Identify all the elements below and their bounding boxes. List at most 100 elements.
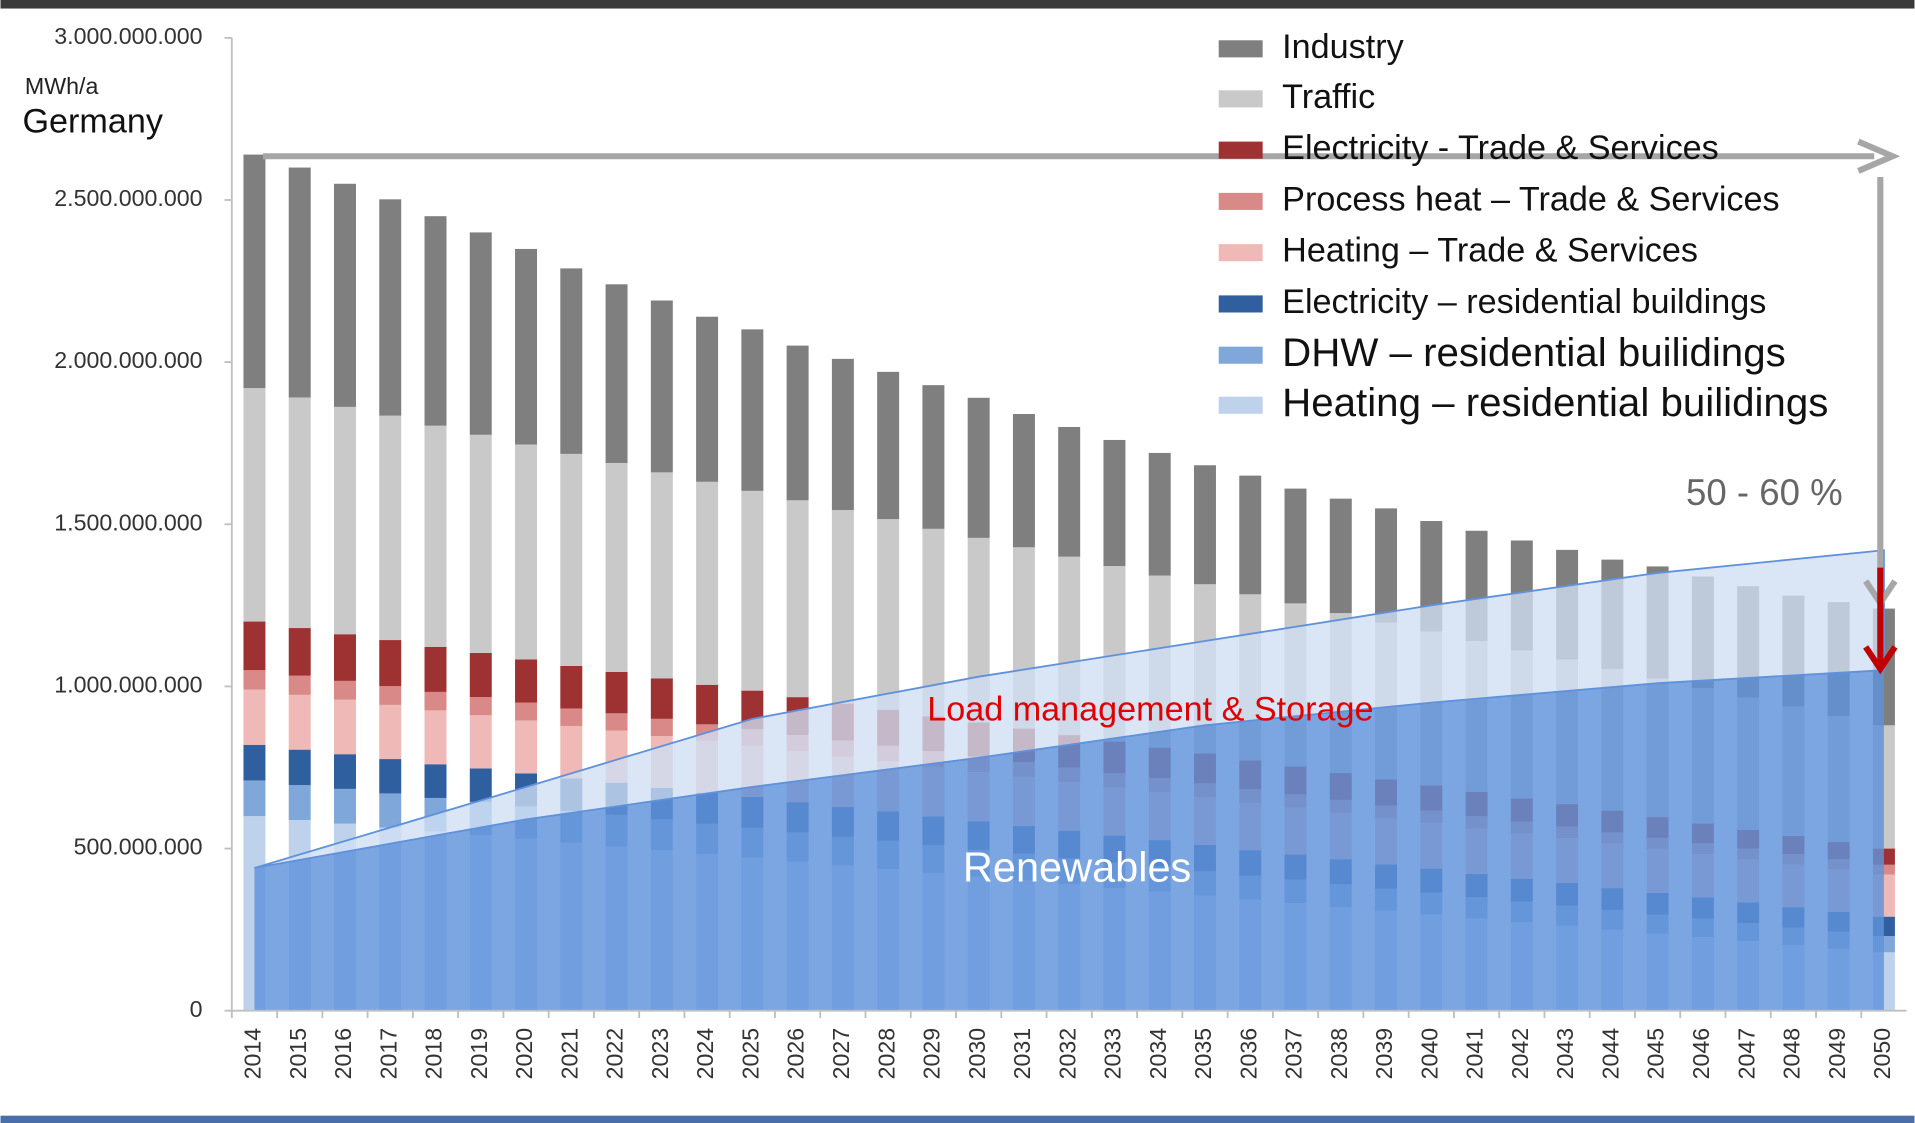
bar-segment — [333, 183, 356, 407]
legend-swatch — [1218, 90, 1263, 108]
bar-segment — [333, 680, 356, 700]
bar-segment — [1284, 488, 1307, 604]
legend-label: Traffic — [1282, 78, 1375, 116]
bar-segment — [243, 689, 266, 745]
annotation: 50 - 60 % — [1686, 472, 1843, 513]
x-tick-label: 2038 — [1326, 1028, 1352, 1080]
legend-swatch — [1218, 40, 1263, 58]
unit-label: MWh/a — [25, 73, 99, 99]
bar-segment — [469, 715, 492, 769]
bar-segment — [333, 788, 356, 824]
axes: 0 500.000.000 1.000.000.000 1.500.000.000 2.… — [54, 23, 1907, 1080]
bar-segment — [333, 634, 356, 681]
bar-segment — [243, 744, 266, 781]
x-tick-label: 2041 — [1462, 1028, 1488, 1080]
x-tick-label: 2017 — [375, 1028, 401, 1080]
bar-segment — [243, 154, 266, 389]
bar-segment — [1012, 414, 1035, 548]
x-tick-label: 2030 — [964, 1028, 990, 1080]
bar-segment — [515, 702, 538, 721]
bar-segment — [243, 780, 266, 817]
bar-segment — [786, 345, 809, 501]
bar-segment — [288, 675, 311, 695]
bar-segment — [379, 686, 402, 705]
x-tick-label: 2050 — [1869, 1028, 1895, 1080]
bar-segment — [288, 784, 311, 821]
bar-segment — [424, 764, 447, 798]
x-tick-label: 2022 — [602, 1028, 628, 1080]
x-tick-label: 2033 — [1100, 1028, 1126, 1080]
bar-segment — [379, 793, 402, 828]
y-tick-label: 1.000.000.000 — [54, 672, 202, 698]
legend-label: Heating – residential builidings — [1282, 380, 1828, 425]
x-tick-label: 2043 — [1552, 1028, 1578, 1080]
bar-segment — [1193, 465, 1216, 585]
x-tick-label: 2047 — [1733, 1028, 1759, 1080]
legend-swatch — [1218, 192, 1263, 210]
bottom-border — [0, 1115, 1915, 1123]
bar-segment — [831, 358, 854, 511]
x-tick-label: 2029 — [919, 1028, 945, 1080]
bar-segment — [877, 519, 900, 710]
x-tick-label: 2037 — [1281, 1028, 1307, 1080]
bar-segment — [424, 710, 447, 765]
bar-segment — [560, 665, 583, 709]
x-tick-label: 2045 — [1643, 1028, 1669, 1080]
bar-segment — [922, 385, 945, 529]
x-tick-label: 2036 — [1235, 1028, 1261, 1080]
x-tick-label: 2048 — [1779, 1028, 1805, 1080]
bar-segment — [333, 406, 356, 635]
bar-segment — [605, 284, 628, 463]
x-tick-label: 2025 — [737, 1028, 763, 1080]
bar-segment — [605, 462, 628, 672]
x-tick-label: 2014 — [240, 1028, 266, 1080]
bar-segment — [288, 749, 311, 785]
bar-segment — [650, 678, 673, 719]
bar-segment — [333, 754, 356, 789]
y-tick-label: 2.500.000.000 — [54, 185, 202, 211]
arrows — [262, 138, 1901, 675]
y-tick-label: 2.000.000.000 — [54, 347, 202, 373]
region-label: Germany — [22, 102, 163, 140]
y-tick-label: 1.500.000.000 — [54, 509, 202, 535]
x-tick-label: 2015 — [285, 1028, 311, 1080]
legend-label: Industry — [1282, 28, 1404, 66]
y-tick-label: 500.000.000 — [74, 834, 203, 860]
bar-segment — [696, 316, 719, 482]
x-tick-label: 2042 — [1507, 1028, 1533, 1080]
bar-segment — [1239, 475, 1262, 595]
bar-segment — [243, 621, 266, 671]
y-tick-label: 0 — [190, 996, 203, 1022]
bar-segment — [333, 699, 356, 755]
bar-segment — [650, 472, 673, 679]
area — [254, 549, 1885, 869]
area — [254, 670, 1884, 1011]
x-tick-label: 2024 — [692, 1028, 718, 1080]
legend-swatch — [1218, 346, 1263, 364]
legend-swatch — [1218, 396, 1263, 414]
x-tick-label: 2026 — [783, 1028, 809, 1080]
legend-swatch — [1218, 295, 1263, 313]
legend-label: Heating – Trade & Services — [1282, 232, 1698, 270]
arrow-head — [1857, 138, 1901, 174]
bar-segment — [696, 481, 719, 685]
x-tick-label: 2028 — [873, 1028, 899, 1080]
x-tick-label: 2040 — [1416, 1028, 1442, 1080]
bar-segment — [1103, 439, 1126, 567]
bar-segment — [379, 199, 402, 416]
bar-segment — [786, 500, 809, 698]
x-tick-label: 2019 — [466, 1028, 492, 1080]
x-tick-label: 2031 — [1009, 1028, 1035, 1080]
x-tick-label: 2039 — [1371, 1028, 1397, 1080]
bar-segment — [650, 718, 673, 737]
bar-segment — [560, 453, 583, 666]
bar-segment — [469, 434, 492, 654]
y-tick-label: 3.000.000.000 — [54, 23, 202, 49]
bar-segment — [243, 388, 266, 622]
bar-segment — [560, 268, 583, 454]
bar-segment — [379, 640, 402, 687]
bar-segment — [243, 670, 266, 690]
x-tick-label: 2044 — [1597, 1028, 1623, 1080]
x-tick-label: 2027 — [828, 1028, 854, 1080]
